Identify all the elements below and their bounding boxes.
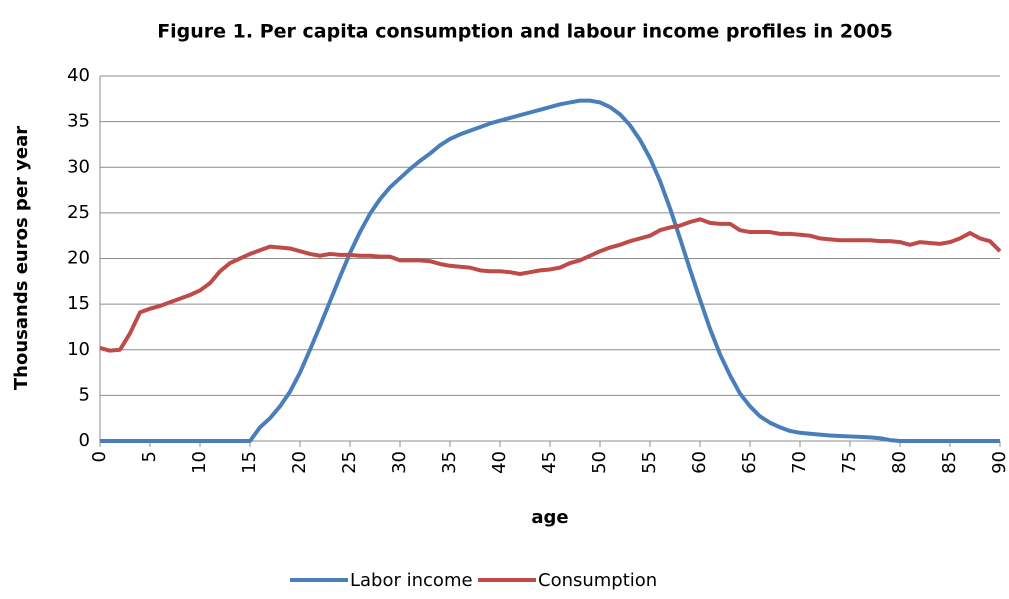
- y-tick-label: 20: [67, 248, 90, 269]
- x-tick-label: 75: [839, 451, 860, 474]
- chart-title: Figure 1. Per capita consumption and lab…: [157, 21, 893, 43]
- y-tick-label: 40: [67, 65, 90, 86]
- y-tick-label: 5: [79, 384, 90, 405]
- x-tick-label: 40: [489, 451, 510, 474]
- y-tick-label: 35: [67, 111, 90, 132]
- x-tick-label: 50: [589, 451, 610, 474]
- line-series: [100, 98, 1000, 443]
- x-tick-label: 0: [89, 451, 110, 462]
- x-tick-label: 30: [389, 451, 410, 474]
- y-tick-label: 0: [79, 430, 90, 451]
- legend-label: Consumption: [538, 570, 657, 591]
- x-tick-label: 80: [889, 451, 910, 474]
- y-tick-label: 25: [67, 202, 90, 223]
- x-tick-label: 25: [339, 451, 360, 474]
- x-tick-label: 65: [739, 451, 760, 474]
- x-tick-label: 20: [289, 451, 310, 474]
- x-axis-label: age: [531, 507, 568, 528]
- y-axis-label: Thousands euros per year: [11, 126, 32, 390]
- x-tick-label: 70: [789, 451, 810, 474]
- x-tick-label: 85: [939, 451, 960, 474]
- x-tick-label: 60: [689, 451, 710, 474]
- x-tick-label: 35: [439, 451, 460, 474]
- y-tick-label: 15: [67, 293, 90, 314]
- x-tick-label: 45: [539, 451, 560, 474]
- y-tick-label: 10: [67, 339, 90, 360]
- x-tick-label: 10: [189, 451, 210, 474]
- line-series: [99, 217, 1002, 353]
- x-tick-label: 15: [239, 451, 260, 474]
- legend-label: Labor income: [350, 570, 473, 591]
- y-tick-label: 30: [67, 156, 90, 177]
- x-tick-label: 55: [639, 451, 660, 474]
- x-tick-label: 90: [989, 451, 1009, 474]
- x-tick-label: 5: [139, 451, 160, 462]
